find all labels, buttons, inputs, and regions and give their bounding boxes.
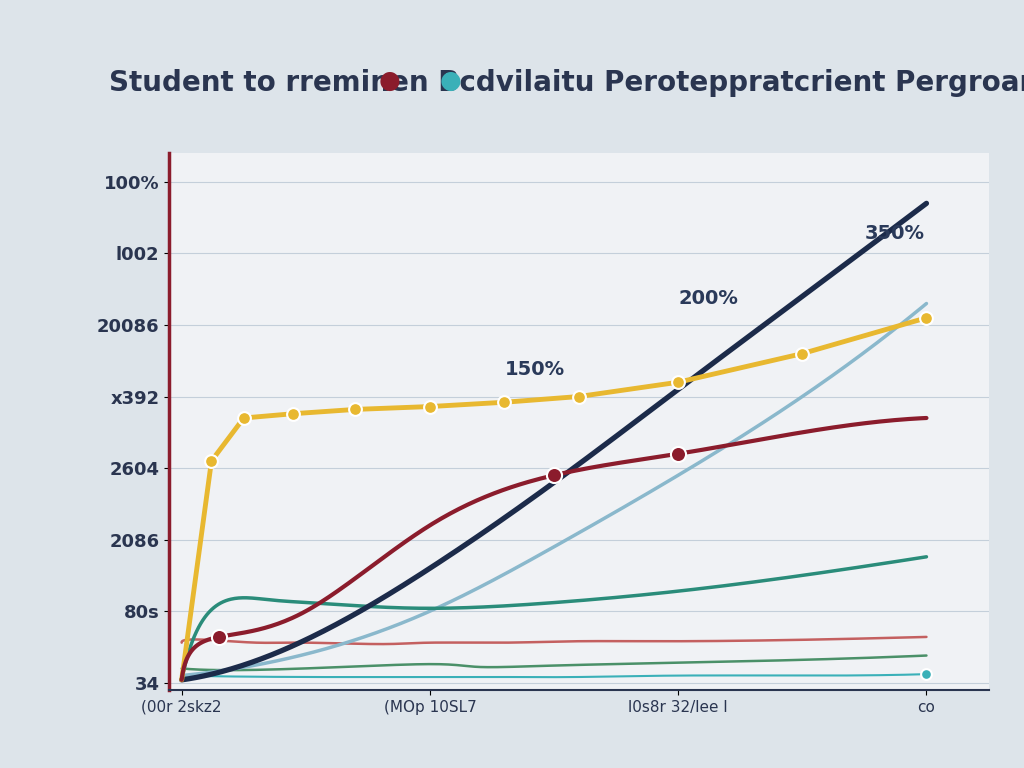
Point	[670, 376, 686, 389]
Point	[347, 403, 364, 415]
Point	[204, 455, 220, 467]
Point	[795, 347, 811, 359]
Point	[670, 448, 686, 460]
Point	[546, 469, 562, 482]
Point	[919, 312, 935, 324]
Text: 350%: 350%	[864, 224, 925, 243]
Point	[286, 408, 302, 420]
Text: 150%: 150%	[505, 360, 564, 379]
Point	[497, 396, 513, 409]
Point	[211, 631, 227, 643]
Point	[422, 400, 438, 412]
Text: 200%: 200%	[678, 289, 738, 307]
Text: ●: ●	[439, 68, 462, 93]
Title: Student to rreminen Bcdvilaitu Peroteppratcrient Pergroam: Student to rreminen Bcdvilaitu Peroteppr…	[110, 69, 1024, 97]
Point	[919, 668, 935, 680]
Point	[570, 390, 587, 402]
Text: ●: ●	[378, 68, 400, 93]
Point	[236, 412, 252, 424]
